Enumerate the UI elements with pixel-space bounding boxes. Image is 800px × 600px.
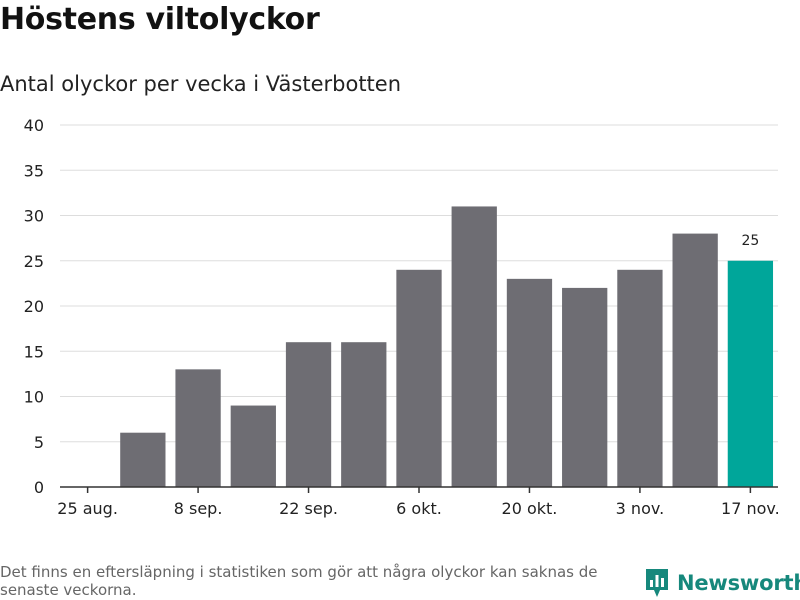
bar <box>562 287 608 487</box>
x-tick-label: 3 nov. <box>616 499 665 518</box>
chart-title: Höstens viltolyckor <box>0 2 320 37</box>
x-tick-label: 6 okt. <box>396 499 442 518</box>
bar <box>175 369 221 487</box>
y-tick-label: 40 <box>24 116 44 135</box>
data-labels: 25 <box>741 233 759 249</box>
y-tick-label: 30 <box>24 207 44 226</box>
y-tick-label: 25 <box>24 252 44 271</box>
bar <box>672 233 718 487</box>
y-tick-label: 0 <box>34 478 44 497</box>
brand-name: Newsworthy <box>677 571 800 595</box>
x-tick-label: 17 nov. <box>721 499 780 518</box>
x-tick-label: 22 sep. <box>279 499 338 518</box>
y-axis-tick-labels: 0 5 10 15 20 25 30 35 40 <box>24 116 44 497</box>
bar <box>120 432 166 487</box>
x-tick-label: 25 aug. <box>57 499 118 518</box>
bar <box>617 269 663 487</box>
chart-subtitle: Antal olyckor per vecka i Västerbotten <box>0 72 402 96</box>
y-tick-label: 35 <box>24 161 44 180</box>
bar-chart: 0 5 10 15 20 25 30 35 40 25 aug. 8 sep. 22 sep. 6 o… <box>24 116 780 518</box>
y-tick-label: 20 <box>24 297 44 316</box>
bar <box>285 342 332 487</box>
y-tick-label: 10 <box>24 388 44 407</box>
bars <box>120 206 774 487</box>
data-label: 25 <box>741 233 759 249</box>
footnote: Det finns en eftersläpning i statistiken… <box>0 563 598 599</box>
y-tick-label: 5 <box>34 433 44 452</box>
bar-highlighted <box>727 260 774 487</box>
bar <box>451 206 497 487</box>
brand: Newsworthy <box>645 568 800 598</box>
x-tick-label: 8 sep. <box>174 499 223 518</box>
y-tick-label: 15 <box>24 342 44 361</box>
x-tick-label: 20 okt. <box>502 499 558 518</box>
bar <box>341 342 387 487</box>
bar <box>396 269 442 487</box>
bar <box>506 278 553 487</box>
bar <box>230 405 276 487</box>
x-axis: 25 aug. 8 sep. 22 sep. 6 okt. 20 okt. 3 nov. 1… <box>57 486 780 518</box>
newsworthy-logo-icon <box>646 569 668 597</box>
